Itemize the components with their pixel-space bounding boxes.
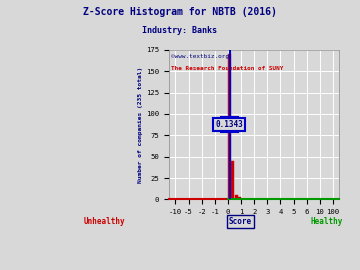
- Text: Score: Score: [229, 217, 252, 227]
- Text: Unhealthy: Unhealthy: [84, 217, 125, 227]
- Text: Healthy: Healthy: [310, 217, 343, 227]
- Text: 0.1343: 0.1343: [215, 120, 243, 129]
- Text: Z-Score Histogram for NBTB (2016): Z-Score Histogram for NBTB (2016): [83, 7, 277, 17]
- Bar: [234, 195, 238, 200]
- Bar: [238, 197, 241, 200]
- Text: Industry: Banks: Industry: Banks: [143, 26, 217, 35]
- Y-axis label: Number of companies (235 total): Number of companies (235 total): [138, 66, 143, 183]
- Bar: [228, 54, 231, 200]
- Text: ©www.textbiz.org: ©www.textbiz.org: [171, 54, 229, 59]
- Text: The Research Foundation of SUNY: The Research Foundation of SUNY: [171, 66, 283, 71]
- Bar: [231, 161, 234, 200]
- Bar: [215, 199, 228, 200]
- Bar: [187, 199, 191, 200]
